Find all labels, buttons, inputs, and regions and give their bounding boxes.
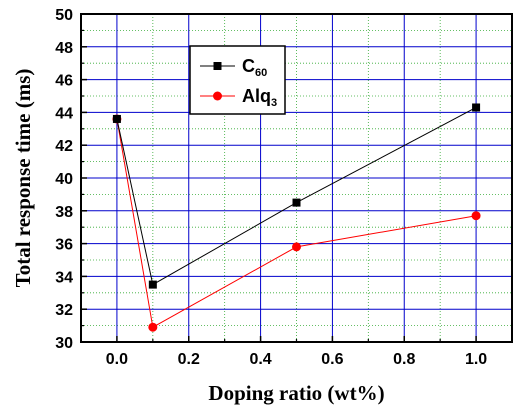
- data-point-c60: [112, 114, 121, 123]
- y-tick-label: 48: [55, 40, 73, 57]
- series-line-c60: [116, 107, 477, 286]
- x-axis-title: Doping ratio (wt%): [208, 381, 384, 405]
- x-tick-label: 1.0: [465, 351, 487, 368]
- y-tick-label: 46: [55, 73, 73, 90]
- y-tick-label: 44: [55, 105, 73, 122]
- data-point-alq3: [148, 322, 158, 332]
- y-tick-label: 40: [55, 171, 73, 188]
- y-tick-label: 38: [55, 204, 73, 221]
- data-point-c60: [292, 198, 301, 207]
- y-tick-label: 34: [55, 269, 73, 286]
- ticks-layer: 30 32 34 36 38 40 42 44 46 48 50 0.0 0.2 0.4 0.6 0.8 1.0: [55, 7, 487, 368]
- x-tick-label: 0.6: [321, 351, 343, 368]
- data-point-c60: [472, 103, 481, 112]
- x-tick-label: 0.4: [249, 351, 271, 368]
- legend-label: C60: [242, 56, 267, 79]
- data-point-alq3: [471, 211, 481, 221]
- y-tick-label: 50: [55, 7, 73, 24]
- grid-layer: [81, 14, 512, 342]
- series-line-alq3: [116, 118, 477, 329]
- x-tick-label: 0.0: [106, 351, 128, 368]
- x-tick-label: 0.8: [393, 351, 415, 368]
- legend-box: [189, 45, 286, 115]
- legend-label: Alq3: [242, 86, 277, 109]
- y-tick-label: 32: [55, 302, 73, 319]
- data-point-c60: [148, 280, 157, 289]
- y-tick-label: 30: [55, 335, 73, 352]
- series-layer: [112, 103, 481, 332]
- y-tick-label: 36: [55, 237, 73, 254]
- y-tick-label: 42: [55, 138, 73, 155]
- data-point-alq3: [292, 242, 301, 252]
- legend-marker-circle: [213, 91, 222, 101]
- legend-marker-square: [213, 62, 222, 70]
- legend: C60 Alq3: [189, 45, 286, 115]
- x-tick-label: 0.2: [178, 351, 200, 368]
- y-axis-title: Total response time (ms): [11, 69, 35, 288]
